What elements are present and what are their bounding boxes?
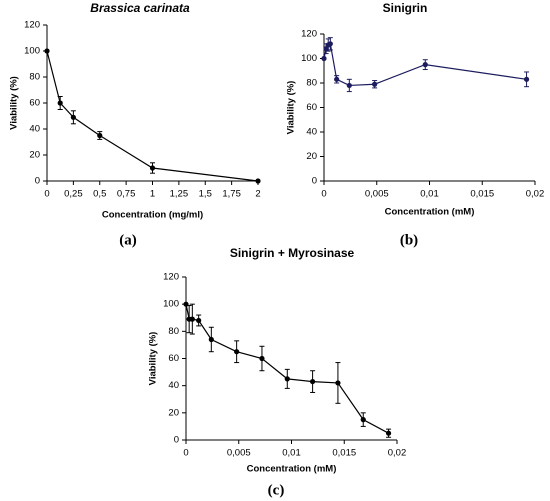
point [97, 132, 103, 139]
point [259, 355, 265, 362]
y-tick-label: 0 [312, 176, 317, 187]
panel-label: (b) [400, 232, 418, 248]
point [335, 380, 341, 386]
x-tick-label: 0,005 [365, 189, 389, 200]
x-axis-label: Concentration (mM) [385, 207, 475, 218]
y-tick-label: 60 [306, 102, 317, 113]
y-tick-label: 120 [301, 29, 317, 40]
chart-title: Sinigrin + Myrosinase [230, 246, 355, 260]
point [189, 316, 195, 322]
y-tick-label: 120 [24, 20, 40, 31]
y-axis-label: Viability (%) [148, 332, 159, 386]
line [185, 304, 389, 434]
point [149, 165, 156, 171]
point [346, 82, 352, 89]
x-tick-label: 1 [150, 189, 155, 200]
x-tick-label: 0,015 [332, 448, 356, 459]
y-tick-label: 80 [306, 78, 317, 89]
point [360, 417, 366, 423]
y-tick-label: 100 [301, 53, 317, 64]
y-tick-label: 20 [168, 407, 179, 418]
point [523, 76, 530, 82]
x-tick-label: 0,005 [227, 448, 251, 459]
x-tick-label: 0 [44, 189, 49, 200]
x-tick-label: 1,25 [170, 189, 189, 200]
y-tick-label: 100 [163, 299, 179, 310]
point [196, 317, 202, 324]
point [327, 41, 333, 47]
y-tick-label: 20 [306, 151, 317, 162]
point [284, 376, 290, 382]
y-tick-label: 20 [29, 150, 40, 161]
panel-label: (a) [119, 232, 137, 248]
chart-title: Brassica carinata [90, 1, 190, 15]
y-axis-label: Viability (%) [9, 76, 20, 130]
y-tick-label: 40 [29, 124, 40, 135]
point [255, 178, 261, 184]
point [57, 100, 63, 106]
x-tick-label: 1,75 [222, 189, 241, 200]
y-tick-label: 100 [24, 46, 40, 57]
x-tick-label: 0,015 [470, 189, 494, 200]
point [334, 76, 340, 82]
x-tick-label: 0,01 [420, 189, 439, 200]
panel-label: (c) [268, 482, 285, 498]
point [70, 114, 76, 120]
point [310, 378, 316, 385]
line [46, 50, 259, 182]
x-tick-label: 0,02 [388, 448, 407, 459]
y-tick-label: 120 [163, 272, 179, 283]
y-axis-label: Viability (%) [286, 81, 297, 135]
x-axis-label: Concentration (mM) [247, 464, 337, 475]
x-tick-label: 0,75 [117, 189, 136, 200]
x-tick-label: 1,5 [199, 189, 212, 200]
x-tick-label: 0,02 [526, 189, 545, 200]
y-tick-label: 40 [306, 127, 317, 138]
y-tick-label: 80 [29, 72, 40, 83]
point [385, 430, 392, 436]
x-tick-label: 2 [255, 189, 260, 200]
point [321, 55, 327, 62]
point [44, 48, 50, 54]
x-tick-label: 0,5 [93, 189, 106, 200]
y-tick-label: 60 [29, 98, 40, 109]
point [422, 62, 428, 68]
point [234, 349, 240, 355]
y-tick-label: 40 [168, 380, 179, 391]
y-tick-label: 80 [168, 326, 179, 337]
point [208, 336, 214, 343]
y-tick-label: 0 [174, 435, 179, 446]
x-tick-label: 0,25 [64, 189, 83, 200]
y-tick-label: 0 [35, 176, 40, 187]
x-tick-label: 0,01 [282, 448, 301, 459]
chart-title: Sinigrin [383, 1, 428, 15]
point [372, 81, 378, 87]
x-tick-label: 0 [183, 448, 188, 459]
y-tick-label: 60 [168, 353, 179, 364]
x-axis-label: Concentration (mg/ml) [102, 210, 203, 221]
x-tick-label: 0 [321, 189, 326, 200]
